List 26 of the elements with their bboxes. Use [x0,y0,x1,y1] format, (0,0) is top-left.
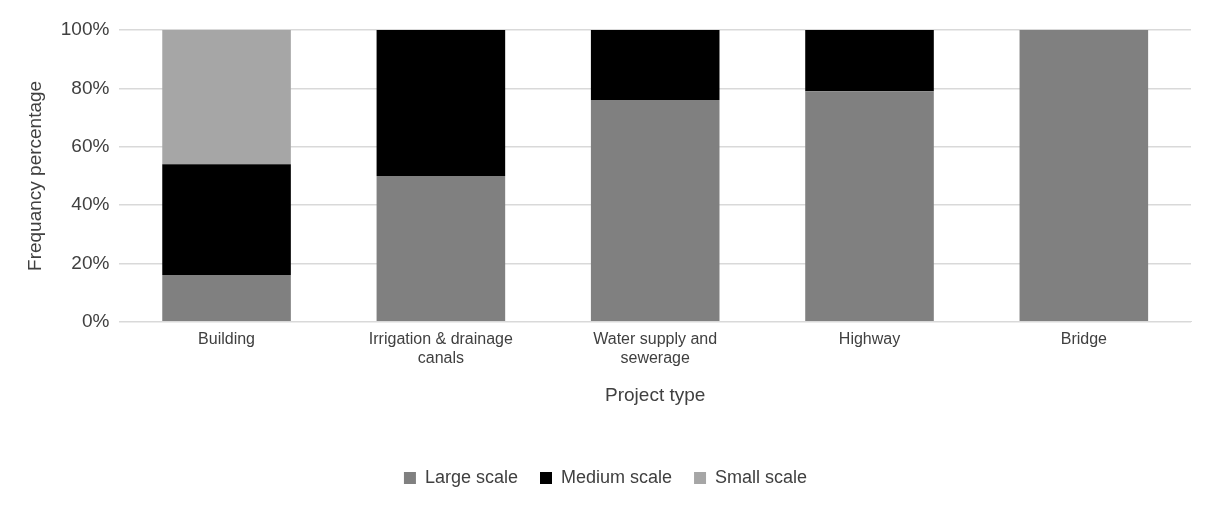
bar [162,30,291,165]
y-axis-title: Frequancy percentage [23,80,45,271]
y-tick-label: 60% [71,134,110,156]
bar [805,91,934,322]
y-tick-label: 80% [71,76,110,98]
x-tick-label: Water supply and sewerage [593,329,718,367]
y-tick-label: 20% [71,251,110,273]
x-tick-label: Bridge [1060,329,1108,347]
y-tick-label: 0% [81,310,110,332]
legend-label: Large scale [424,466,518,487]
legend-label: Small scale [715,466,808,487]
bar [1019,30,1149,322]
x-tick-label: Building [198,329,256,347]
legend-label: Medium scale [560,466,673,487]
bar [162,275,291,322]
y-tick-label: 100% [60,18,110,40]
x-axis-title: Project type [605,383,706,405]
bar [590,100,720,322]
bar [590,30,720,101]
bar [376,30,506,176]
bar [376,175,506,322]
x-tick-label: Highway [838,329,901,347]
bar [162,164,291,276]
bar [805,30,934,92]
y-tick-label: 40% [71,193,110,215]
x-tick-label: Irrigation & drainage canals [368,329,514,367]
